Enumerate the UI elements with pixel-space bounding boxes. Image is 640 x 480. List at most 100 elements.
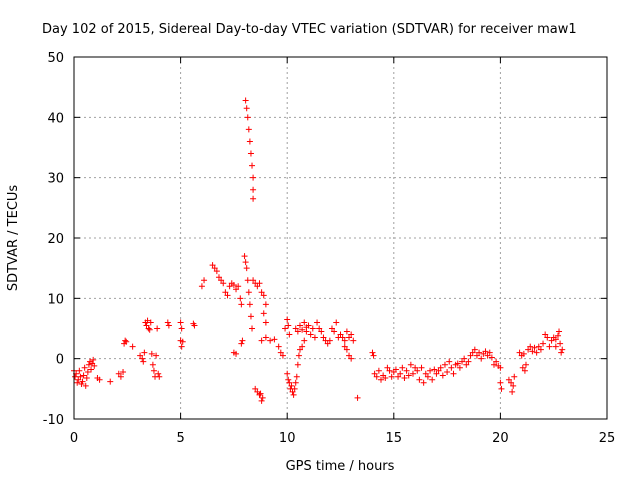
data-point [246, 301, 253, 308]
data-point [392, 366, 399, 373]
data-point [260, 292, 267, 299]
data-point [296, 346, 303, 353]
data-point [354, 394, 361, 401]
data-point [233, 286, 240, 293]
data-point [333, 319, 340, 326]
data-point [548, 337, 555, 344]
data-point [260, 310, 267, 317]
x-tick-label: 20 [492, 431, 509, 446]
data-point [431, 366, 438, 373]
data-point [156, 373, 163, 380]
data-point [401, 374, 408, 381]
data-point [331, 328, 338, 335]
data-point [486, 349, 493, 356]
y-tick-label: 20 [47, 232, 64, 247]
grid [74, 57, 607, 419]
data-point [437, 364, 444, 371]
data-point [505, 376, 512, 383]
data-point [412, 364, 419, 371]
data-point [429, 376, 436, 383]
data-point [245, 289, 252, 296]
data-point [294, 361, 301, 368]
data-point [256, 280, 263, 287]
chart-title: Day 102 of 2015, Sidereal Day-to-day VTE… [42, 22, 577, 37]
data-point [120, 368, 127, 375]
data-point [83, 374, 90, 381]
data-point [250, 174, 257, 181]
data-point [407, 361, 414, 368]
data-point [546, 343, 553, 350]
data-point [249, 325, 256, 332]
data-point [258, 289, 265, 296]
data-point [139, 355, 146, 362]
data-point [558, 349, 565, 356]
data-point [498, 385, 505, 392]
data-point [250, 186, 257, 193]
data-point [144, 317, 151, 324]
data-point [146, 326, 153, 333]
data-point [542, 331, 549, 338]
data-point [409, 370, 416, 377]
data-point [326, 337, 333, 344]
data-point [373, 373, 380, 380]
data-point [155, 370, 162, 377]
data-point [424, 373, 431, 380]
data-point [459, 358, 466, 365]
data-point [233, 350, 240, 357]
data-point [403, 367, 410, 374]
data-point [318, 328, 325, 335]
data-point [508, 379, 515, 386]
data-point [337, 331, 344, 338]
data-point [328, 325, 335, 332]
data-point [282, 325, 289, 332]
data-point [350, 337, 357, 344]
data-point [76, 367, 83, 374]
data-point [245, 126, 252, 133]
data-point [418, 364, 425, 371]
data-point [149, 361, 156, 368]
data-point [177, 319, 184, 326]
y-tick-label: 40 [47, 111, 64, 126]
data-point [247, 313, 254, 320]
data-point [552, 343, 559, 350]
data-point [556, 328, 563, 335]
data-point [416, 376, 423, 383]
data-point [179, 338, 186, 345]
data-point [237, 295, 244, 302]
data-point [382, 374, 389, 381]
data-point [378, 376, 385, 383]
data-point [256, 391, 263, 398]
data-point [516, 349, 523, 356]
data-point [386, 367, 393, 374]
data-point [295, 352, 302, 359]
data-point [299, 343, 306, 350]
data-point [511, 373, 518, 380]
data-point [80, 372, 87, 379]
data-point [320, 334, 327, 341]
data-point [341, 337, 348, 344]
data-point [314, 319, 321, 326]
data-point [346, 352, 353, 359]
data-point [258, 337, 265, 344]
data-point [461, 355, 468, 362]
data-point [242, 97, 249, 104]
data-point [478, 355, 485, 362]
data-point [254, 388, 261, 395]
data-point [226, 283, 233, 290]
data-point [107, 378, 114, 385]
data-point [307, 331, 314, 338]
data-point [296, 322, 303, 329]
data-point [286, 379, 293, 386]
data-point [446, 358, 453, 365]
data-point [129, 343, 136, 350]
data-point [540, 340, 547, 347]
data-point [143, 322, 150, 329]
data-point [309, 325, 316, 332]
data-point [254, 283, 261, 290]
data-point [117, 373, 124, 380]
data-point [247, 150, 254, 157]
data-point [291, 385, 298, 392]
data-point [510, 382, 517, 389]
data-point [343, 346, 350, 353]
data-point [469, 349, 476, 356]
